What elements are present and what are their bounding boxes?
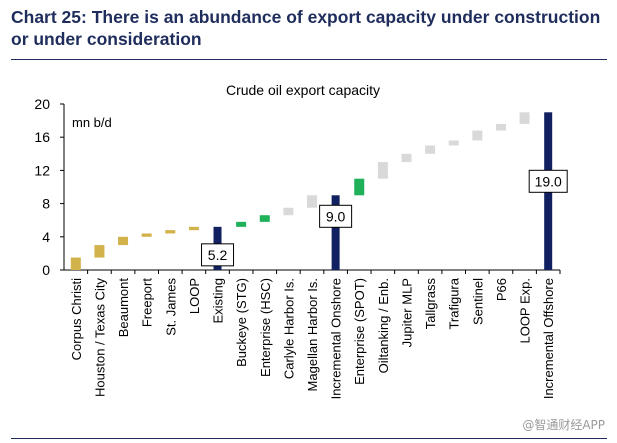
- bar-carlyle-harbor-is-: [283, 207, 294, 216]
- x-tick-label: Oiltanking / Enb.: [376, 278, 391, 373]
- x-tick-label: Magellan Harbor Is.: [305, 278, 320, 391]
- y-tick-label: 12: [34, 162, 50, 178]
- bar-freeport: [141, 233, 152, 237]
- x-tick-label: Existing: [211, 278, 226, 324]
- bar-enterprise-spot-: [354, 178, 365, 196]
- bar-buckeye-stg-: [236, 221, 247, 227]
- x-tick-label: Trafigura: [447, 277, 462, 329]
- x-tick-label: Buckeye (STG): [234, 278, 249, 367]
- y-tick-label: 8: [42, 196, 50, 212]
- data-label: 19.0: [535, 173, 562, 189]
- y-axis: 0 4 8 12 16 20: [34, 96, 560, 278]
- chart-inner-title: Crude oil export capacity: [226, 82, 380, 98]
- data-label-box: [201, 243, 235, 267]
- bar-st-james: [165, 230, 176, 234]
- data-label: 9.0: [326, 208, 346, 224]
- x-tick-label: Freeport: [140, 278, 155, 328]
- bar-houston-texas-city: [94, 245, 105, 258]
- bar-oiltanking-enb-: [377, 162, 388, 179]
- bar-tallgrass: [425, 145, 436, 154]
- y-tick-label: 20: [34, 96, 50, 112]
- x-tick-label: Enterprise (SPOT): [352, 278, 367, 385]
- bar-sentinel: [472, 130, 483, 141]
- x-tick-label: LOOP Exp.: [518, 278, 533, 344]
- bars-group: [70, 112, 553, 270]
- bar-magellan-harbor-is-: [307, 195, 317, 208]
- x-tick-label: Incremental Offshore: [541, 278, 556, 399]
- bar-loop: [188, 226, 199, 231]
- x-tick-label: Beaumont: [116, 278, 131, 338]
- bar-incremental-onshore: [331, 195, 340, 270]
- x-tick-label: P66: [494, 278, 509, 301]
- x-tick-label: Sentinel: [470, 278, 485, 325]
- bottom-divider: [11, 438, 607, 439]
- y-tick-label: 0: [42, 262, 50, 278]
- y-tick-label: 16: [34, 129, 50, 145]
- data-label: 5.2: [208, 247, 228, 263]
- watermark: @智通财经APP: [522, 418, 605, 432]
- bar-enterprise-hsc-: [259, 215, 270, 222]
- x-tick-label: LOOP: [187, 278, 202, 314]
- bar-corpus-christi: [70, 257, 81, 270]
- bar-p66: [495, 123, 506, 131]
- x-tick-label: Houston / Texas City: [92, 278, 107, 397]
- data-label-box: [528, 169, 568, 193]
- data-label-box: [319, 204, 353, 228]
- x-axis-labels: Corpus Christi Houston / Texas City Beaumo…: [69, 270, 561, 399]
- x-tick-label: Enterprise (HSC): [258, 278, 273, 377]
- x-tick-label: Incremental Onshore: [329, 278, 344, 399]
- bar-trafigura: [448, 140, 459, 146]
- bar-beaumont: [118, 236, 129, 246]
- unit-label: mn b/d: [72, 115, 112, 130]
- bar-loop-exp-: [519, 112, 530, 124]
- data-labels: 5.2 9.0 19.0: [201, 169, 568, 267]
- x-tick-label: Tallgrass: [423, 278, 438, 330]
- x-tick-label: Carlyle Harbor Is.: [281, 278, 296, 379]
- chart-title: Chart 25: There is an abundance of expor…: [11, 7, 601, 49]
- x-tick-label: St. James: [163, 278, 178, 336]
- x-tick-label: Corpus Christi: [69, 278, 84, 360]
- bar-jupiter-mlp: [401, 153, 412, 163]
- title-divider: [11, 59, 607, 60]
- y-tick-label: 4: [42, 229, 50, 245]
- x-tick-label: Jupiter MLP: [399, 278, 414, 347]
